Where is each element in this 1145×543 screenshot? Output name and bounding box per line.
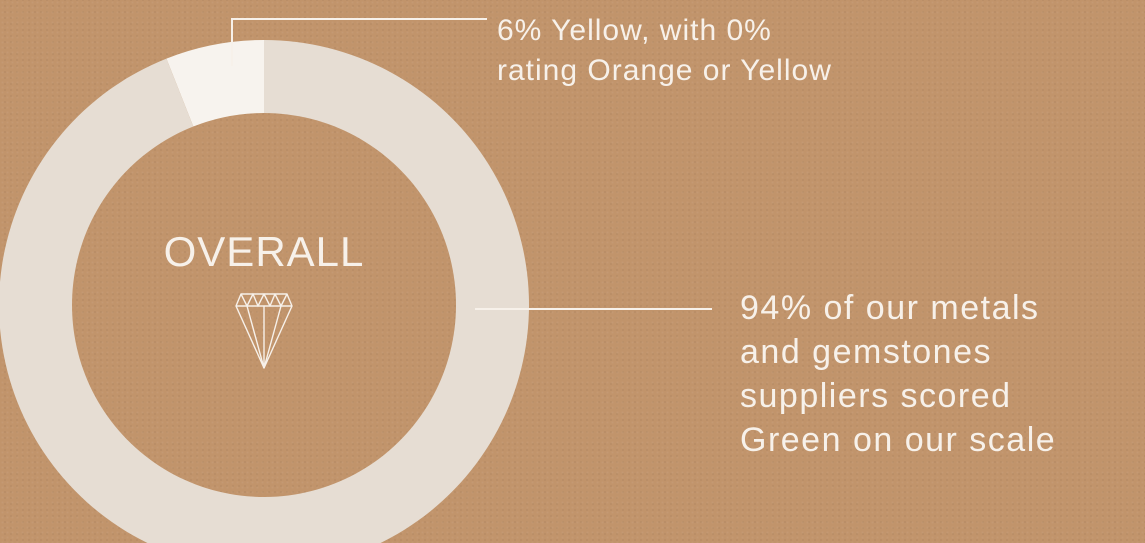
green-annotation: 94% of our metals and gemstones supplier…	[740, 286, 1140, 462]
green-annotation-line-2: and gemstones	[740, 333, 992, 371]
green-annotation-line-4: Green on our scale	[740, 421, 1057, 459]
diamond-icon	[235, 293, 293, 369]
donut-slice-green	[0, 40, 529, 543]
donut-slice-yellow	[166, 40, 264, 127]
green-annotation-line-1: 94% of our metals	[740, 289, 1040, 327]
donut-slices	[0, 40, 529, 543]
green-annotation-line-3: suppliers scored	[740, 377, 1012, 415]
yellow-annotation-line-2: rating Orange or Yellow	[497, 54, 832, 87]
yellow-annotation: 6% Yellow, with 0% rating Orange or Yell…	[497, 11, 977, 91]
yellow-annotation-line-1: 6% Yellow, with 0%	[497, 14, 772, 47]
leader-line-yellow	[231, 18, 487, 66]
center-title: OVERALL	[163, 228, 365, 275]
